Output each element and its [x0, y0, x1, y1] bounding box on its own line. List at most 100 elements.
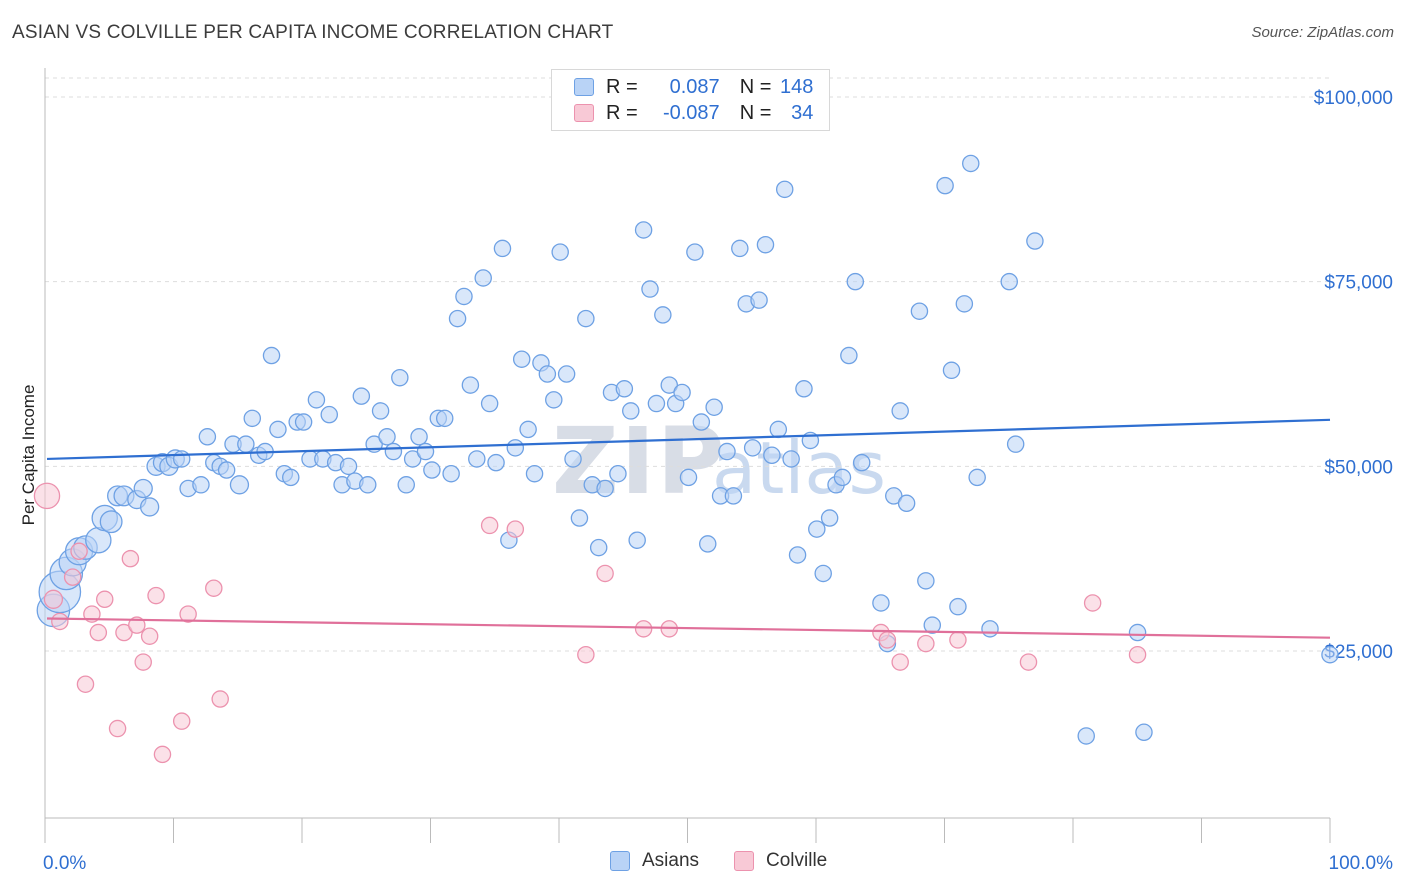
colville-point [134, 653, 152, 671]
colville-point [179, 605, 197, 623]
asians-point [480, 394, 499, 413]
colville-point [577, 645, 595, 664]
colville-point [205, 579, 223, 597]
asians-point [525, 464, 544, 483]
asians-legend-icon [610, 851, 630, 871]
asians-point [808, 520, 826, 538]
colville-point [211, 690, 229, 708]
colville-point [51, 612, 69, 631]
asians-point [1026, 232, 1044, 250]
asians-swatch-icon [574, 78, 594, 96]
asians-point [282, 468, 300, 487]
colville-point [949, 631, 967, 649]
asians-point [493, 239, 512, 258]
asians-point [897, 494, 916, 513]
asians-point [545, 391, 563, 409]
asians-point [942, 361, 961, 380]
asians-point [269, 420, 287, 439]
asians-point [692, 413, 711, 431]
y-axis-label: Per Capita Income [19, 385, 38, 526]
asians-point [448, 309, 467, 328]
asians-point [647, 394, 666, 413]
colville-legend-label: Colville [766, 850, 828, 871]
asians-point [198, 428, 217, 446]
asians-point [705, 398, 723, 416]
asians-point [852, 453, 871, 472]
n-value: 148 [780, 75, 814, 98]
asians-point [936, 176, 954, 195]
asians-point [410, 428, 428, 446]
asians-point [570, 509, 589, 527]
asians-point [474, 269, 492, 287]
colville-point [33, 482, 61, 510]
asians-point [519, 420, 537, 439]
n-value: 34 [791, 101, 814, 124]
asians-point [833, 468, 852, 487]
colville-point [95, 590, 114, 609]
chart-title: ASIAN VS COLVILLE PER CAPITA INCOME CORR… [12, 22, 614, 43]
asians-point [551, 243, 569, 261]
asians-point [686, 243, 704, 261]
asians-point [679, 468, 698, 487]
colville-point [1019, 653, 1038, 671]
bottom-legend-asians: Asians [610, 850, 699, 872]
asians-point [885, 487, 903, 505]
asians-point [139, 497, 160, 517]
colville-legend-icon [734, 851, 754, 871]
asians-point [237, 435, 255, 453]
asians-point [423, 461, 441, 479]
asians-point [384, 442, 403, 461]
asians-point [955, 295, 974, 313]
colville-swatch-icon [574, 104, 594, 122]
correlation-legend: R = 0.087 N = 148 R = -0.087 N = 34 [551, 69, 830, 131]
y-tick-label: $100,000 [1314, 88, 1393, 109]
y-tick-label: $75,000 [1324, 273, 1393, 294]
colville-point [76, 675, 95, 693]
n-label: N = [739, 75, 772, 98]
asians-point [506, 439, 525, 457]
asians-point [172, 450, 191, 468]
asians-point [339, 457, 358, 476]
colville-trend-line [46, 617, 1331, 639]
asians-point [461, 376, 480, 394]
asians-point [750, 291, 768, 309]
y-tick-label: $50,000 [1324, 457, 1393, 478]
colville-point [634, 620, 653, 638]
asians-point [229, 475, 250, 495]
asians-point [743, 439, 762, 457]
asians-point [577, 309, 595, 328]
colville-point [128, 616, 146, 634]
colville-point [140, 627, 159, 645]
legend-row-colville: R = -0.087 N = 34 [574, 100, 813, 126]
colville-point [891, 653, 909, 671]
asians-point [917, 572, 935, 590]
x-tick-label-start: 0.0% [43, 853, 86, 874]
asians-point [358, 476, 377, 494]
colville-point [878, 631, 897, 649]
colville-point [147, 586, 165, 605]
asians-point [814, 564, 832, 583]
chart-source: Source: ZipAtlas.com [1251, 24, 1394, 41]
asians-point [1077, 727, 1095, 745]
colville-point [917, 634, 935, 653]
asians-point [968, 468, 986, 487]
asians-point [1135, 723, 1153, 742]
colville-point [89, 623, 108, 642]
asians-point [538, 365, 557, 383]
colville-point [506, 520, 525, 538]
asians-point [769, 420, 788, 439]
asians-point [99, 510, 123, 534]
asians-point [718, 442, 736, 461]
asians-point [589, 538, 608, 557]
asians-point [609, 464, 627, 483]
colville-point [480, 516, 499, 535]
asians-point [487, 453, 505, 472]
asians-point [891, 402, 909, 420]
colville-point [108, 719, 127, 738]
asians-point [949, 597, 967, 616]
asians-point [564, 450, 582, 468]
asians-point [378, 428, 396, 446]
x-tick-label-end: 100.0% [1329, 853, 1394, 874]
asians-point [455, 287, 473, 306]
